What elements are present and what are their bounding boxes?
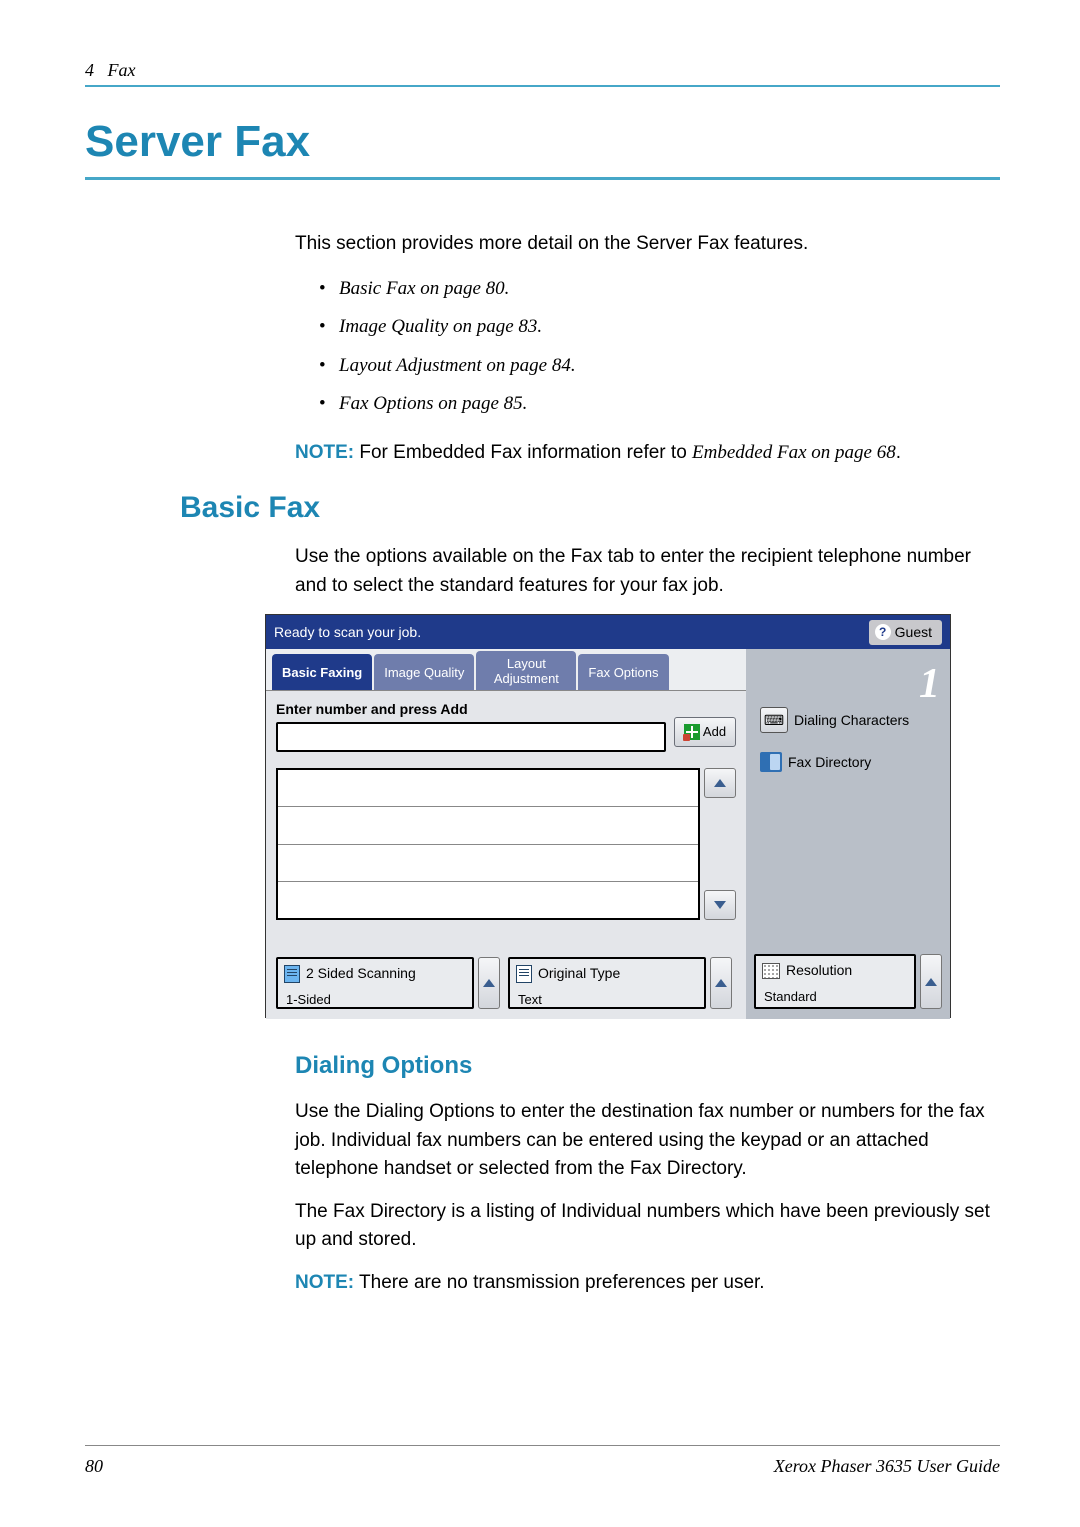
basic-fax-intro: Use the options available on the Fax tab… [295, 543, 1000, 600]
tab-image-quality[interactable]: Image Quality [374, 654, 474, 690]
page-title: Server Fax [85, 117, 1000, 167]
chevron-up-icon [714, 779, 726, 787]
tab-basic-faxing[interactable]: Basic Faxing [272, 654, 372, 690]
help-icon: ? [875, 624, 891, 640]
page-number: 80 [85, 1456, 103, 1477]
card-value: Text [510, 988, 704, 1010]
toc-list: Basic Fax on page 80. Image Quality on p… [295, 275, 1000, 419]
subheading-dialing-options: Dialing Options [295, 1048, 1000, 1084]
card-resolution[interactable]: Resolution Standard [754, 954, 916, 1009]
card-scroll-up[interactable] [478, 957, 500, 1009]
toc-item: Basic Fax on page 80. [319, 275, 1000, 304]
card-original-type[interactable]: Original Type Text [508, 957, 706, 1009]
card-value: 1-Sided [278, 988, 472, 1010]
toc-item: Fax Options on page 85. [319, 390, 1000, 419]
chapter-title: Fax [108, 60, 136, 81]
page-footer: 80 Xerox Phaser 3635 User Guide [85, 1445, 1000, 1477]
book-icon [760, 752, 782, 772]
chevron-up-icon [925, 978, 937, 986]
dialing-chars-label: Dialing Characters [794, 710, 909, 731]
chapter-number: 4 [85, 60, 94, 81]
title-rule [85, 177, 1000, 180]
add-label: Add [703, 722, 726, 742]
card-title: Original Type [538, 963, 620, 984]
guest-label: Guest [895, 622, 932, 643]
fax-directory-button[interactable]: Fax Directory [754, 745, 942, 779]
note-label: NOTE: [295, 442, 354, 463]
chevron-up-icon [483, 979, 495, 987]
card-title: 2 Sided Scanning [306, 963, 416, 984]
guest-button[interactable]: ? Guest [869, 620, 942, 645]
ui-status-bar: Ready to scan your job. ? Guest [266, 615, 950, 649]
card-2sided-scanning[interactable]: 2 Sided Scanning 1-Sided [276, 957, 474, 1009]
fax-directory-label: Fax Directory [788, 752, 871, 773]
guide-title: Xerox Phaser 3635 User Guide [774, 1456, 1000, 1477]
enter-number-label: Enter number and press Add [276, 699, 666, 720]
card-scroll-up[interactable] [920, 954, 942, 1009]
section-heading-basic-fax: Basic Fax [180, 491, 1000, 525]
chevron-up-icon [715, 979, 727, 987]
enter-number-input[interactable] [276, 722, 666, 752]
header-rule [85, 85, 1000, 87]
toc-item: Layout Adjustment on page 84. [319, 352, 1000, 381]
dial-chars-icon: ⌨ [760, 707, 788, 733]
card-value: Standard [756, 985, 914, 1007]
note-transmission-prefs: NOTE: There are no transmission preferen… [295, 1269, 1000, 1298]
page-indicator: 1 [919, 653, 940, 716]
device-ui-screenshot: Ready to scan your job. ? Guest Basic Fa… [265, 614, 951, 1018]
note-label: NOTE: [295, 1272, 354, 1293]
intro-paragraph: This section provides more detail on the… [295, 230, 1000, 259]
card-scroll-up[interactable] [710, 957, 732, 1009]
note-embedded-fax: NOTE: For Embedded Fax information refer… [295, 439, 1000, 468]
chevron-down-icon [714, 901, 726, 909]
document-icon [516, 965, 532, 983]
recipient-list[interactable] [276, 768, 700, 920]
list-scroll-down[interactable] [704, 890, 736, 920]
dialing-characters-button[interactable]: ⌨ Dialing Characters [754, 703, 942, 737]
two-sided-icon [284, 965, 300, 983]
dialing-paragraph-2: The Fax Directory is a listing of Indivi… [295, 1198, 1000, 1255]
tab-layout-adjustment[interactable]: Layout Adjustment [476, 651, 576, 690]
card-title: Resolution [786, 960, 852, 981]
tab-fax-options[interactable]: Fax Options [578, 654, 668, 690]
status-text: Ready to scan your job. [274, 622, 421, 643]
list-scroll-up[interactable] [704, 768, 736, 798]
running-header: 4 Fax [85, 60, 1000, 85]
tab-bar: Basic Faxing Image Quality Layout Adjust… [266, 649, 746, 691]
resolution-icon [762, 963, 780, 979]
dialing-paragraph-1: Use the Dialing Options to enter the des… [295, 1098, 1000, 1184]
toc-item: Image Quality on page 83. [319, 313, 1000, 342]
plus-icon [684, 724, 700, 740]
add-button[interactable]: Add [674, 717, 736, 747]
